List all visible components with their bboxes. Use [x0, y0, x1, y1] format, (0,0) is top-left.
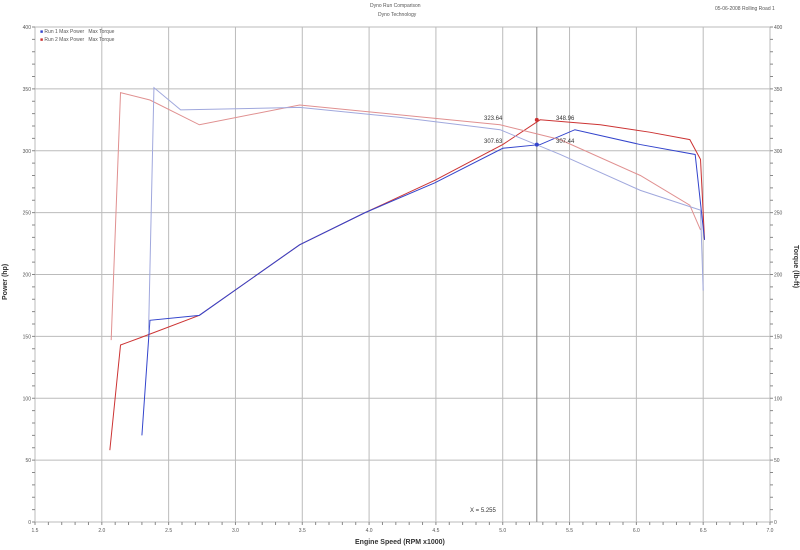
x-tick-label: 3.0: [232, 528, 239, 534]
y-tick-label: 200: [23, 273, 32, 279]
corner-info: 05-06-2008 Rolling Road 1: [715, 6, 775, 12]
chart-title: Dyno Run Comparison: [370, 3, 421, 9]
x-tick-label: 4.0: [366, 528, 373, 534]
y2-tick-label: 350: [774, 87, 783, 93]
legend-entry-blue: ■ Run 1 Max Power Max Torque: [40, 29, 115, 35]
x-tick-label: 6.0: [633, 528, 640, 534]
y-tick-label: 50: [25, 458, 31, 464]
y2-axis-label: Torque (lb-ft): [792, 245, 799, 289]
x-axis-label: Engine Speed (RPM x1000): [355, 539, 445, 546]
series-blue-torque: [148, 86, 704, 331]
y-tick-label: 400: [23, 25, 32, 31]
readout-blue-left: 307.63: [484, 139, 503, 145]
x-tick-label: 5.5: [566, 528, 573, 534]
cursor-marker-red: [534, 117, 539, 122]
y2-tick-label: 100: [774, 396, 783, 402]
legend-entry-red: ■ Run 2 Max Power Max Torque: [40, 37, 115, 43]
y2-tick-label: 0: [774, 520, 777, 526]
y2-tick-label: 400: [774, 25, 783, 31]
series-red-power: [109, 119, 706, 451]
cursor-label: X = 5.255: [470, 508, 496, 514]
x-tick-label: 2.5: [165, 528, 172, 534]
y-tick-label: 350: [23, 87, 32, 93]
y-tick-label: 100: [23, 396, 32, 402]
y2-tick-label: 50: [774, 458, 780, 464]
readout-red-left: 323.64: [484, 116, 503, 122]
y2-tick-label: 300: [774, 149, 783, 155]
x-tick-label: 4.5: [432, 528, 439, 534]
y2-tick-label: 250: [774, 211, 783, 217]
cursor-marker-blue: [534, 142, 539, 147]
y-tick-label: 150: [23, 334, 32, 340]
x-tick-label: 3.5: [299, 528, 306, 534]
x-tick-label: 2.0: [98, 528, 105, 534]
series-red-torque: [110, 91, 701, 341]
readout-blue-right: 307.44: [556, 139, 575, 145]
readout-red-right: 348.96: [556, 116, 575, 122]
y-tick-label: 300: [23, 149, 32, 155]
x-tick-label: 5.0: [499, 528, 506, 534]
x-tick-label: 6.5: [700, 528, 707, 534]
series-blue-power: [141, 129, 706, 436]
y-tick-label: 0: [28, 520, 31, 526]
x-tick-label: 1.5: [32, 528, 39, 534]
chart-subtitle: Dyno Technology: [378, 12, 417, 18]
y2-tick-label: 200: [774, 273, 783, 279]
x-tick-label: 7.0: [767, 528, 774, 534]
y-tick-label: 250: [23, 211, 32, 217]
y-axis-label: Power (hp): [2, 263, 9, 300]
y2-tick-label: 150: [774, 334, 783, 340]
